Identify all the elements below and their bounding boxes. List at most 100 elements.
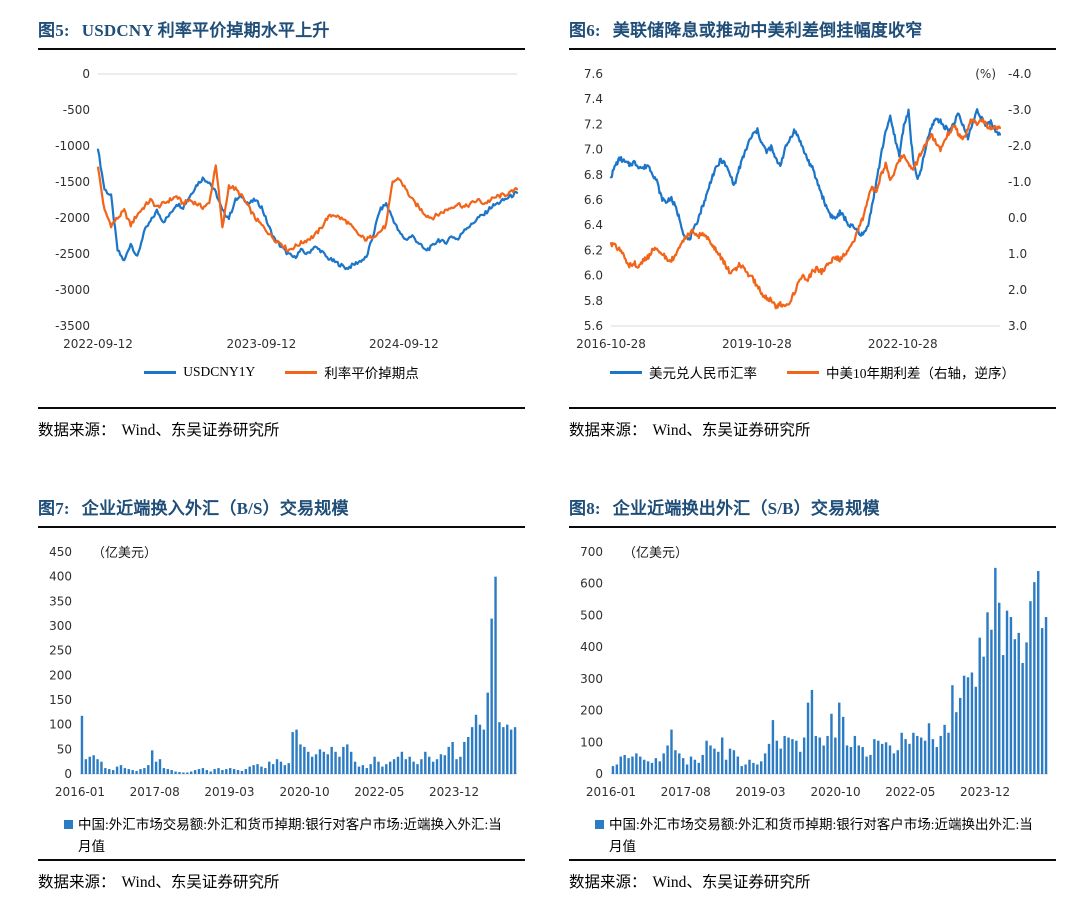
svg-text:6.4: 6.4 <box>584 218 603 232</box>
svg-text:350: 350 <box>49 594 72 608</box>
svg-text:2017-08: 2017-08 <box>130 785 180 799</box>
legend-line-icon <box>787 370 819 374</box>
figure-7-source: 数据来源： Wind、东吴证券研究所 <box>38 859 525 892</box>
svg-text:2019-03: 2019-03 <box>204 785 254 799</box>
legend-item: 利率平价掉期点 <box>285 362 419 382</box>
figure-5-legend: USDCNY1Y 利率平价掉期点 <box>38 362 525 382</box>
svg-text:0: 0 <box>82 67 90 81</box>
svg-text:-3500: -3500 <box>55 319 90 333</box>
svg-text:500: 500 <box>580 608 603 622</box>
svg-text:-500: -500 <box>63 103 90 117</box>
svg-text:2022-09-12: 2022-09-12 <box>63 337 133 351</box>
svg-text:450: 450 <box>49 545 72 559</box>
figure-8-chart: 700 600 500 400 300 200 100 0 （亿美元） 2016-01 2017-0… <box>569 538 1056 804</box>
figure-6-chart: 7.6 7.4 7.2 7.0 6.8 6.6 6.4 6.2 6.0 5.8 5.6 (%) -4.0… <box>569 60 1056 358</box>
figure-5-source: 数据来源： Wind、东吴证券研究所 <box>38 407 525 440</box>
svg-text:2023-09-12: 2023-09-12 <box>227 337 297 351</box>
legend-label: 中美10年期利差（右轴，逆序） <box>826 366 1015 381</box>
svg-text:2023-12: 2023-12 <box>960 785 1010 799</box>
svg-text:6.6: 6.6 <box>584 193 603 207</box>
svg-text:2016-01: 2016-01 <box>55 785 105 799</box>
figure-title-text: 企业近端换入外汇（B/S）交易规模 <box>81 499 349 518</box>
svg-text:6.0: 6.0 <box>584 269 603 283</box>
svg-text:(%): (%) <box>975 67 996 81</box>
source-text: Wind、东吴证券研究所 <box>652 422 811 439</box>
svg-text:（亿美元）: （亿美元） <box>623 545 688 560</box>
svg-text:2023-12: 2023-12 <box>429 785 479 799</box>
svg-text:200: 200 <box>580 704 603 718</box>
svg-text:2016-01: 2016-01 <box>586 785 636 799</box>
svg-text:150: 150 <box>49 693 72 707</box>
svg-text:0.0: 0.0 <box>1008 211 1027 225</box>
figure-title-text: 企业近端换出外汇（S/B）交易规模 <box>612 499 880 518</box>
svg-text:3.0: 3.0 <box>1008 319 1027 333</box>
legend-line-icon <box>610 370 642 374</box>
svg-text:50: 50 <box>57 742 72 756</box>
svg-text:-2.0: -2.0 <box>1008 139 1031 153</box>
legend-item: USDCNY1Y <box>144 364 255 380</box>
svg-text:7.0: 7.0 <box>584 143 603 157</box>
svg-text:-2000: -2000 <box>55 211 90 225</box>
svg-text:7.2: 7.2 <box>584 117 603 131</box>
figure-7-legend: 中国:外汇市场交易额:外汇和货币掉期:银行对客户市场:近端换入外汇:当月值 <box>64 814 504 859</box>
figure-5-panel: 图5: USDCNY 利率平价掉期水平上升 0 -500 -1000 -1500 -200… <box>38 16 525 440</box>
legend-square-icon <box>595 820 604 829</box>
svg-text:7.4: 7.4 <box>584 92 603 106</box>
legend-text: 中国:外汇市场交易额:外汇和货币掉期:银行对客户市场:近端换出外汇:当月值 <box>609 817 1033 855</box>
svg-text:100: 100 <box>580 735 603 749</box>
svg-text:2022-05: 2022-05 <box>354 785 404 799</box>
figure-title-text: 美联储降息或推动中美利差倒挂幅度收窄 <box>612 21 923 40</box>
legend-label: 利率平价掉期点 <box>324 366 419 381</box>
figure-number: 图8: <box>569 499 601 518</box>
figure-7-chart: 450 400 350 300 250 200 150 100 50 0 （亿美元） 2016-01 2… <box>38 538 525 804</box>
svg-text:100: 100 <box>49 718 72 732</box>
source-label: 数据来源： <box>38 422 116 439</box>
figure-8-legend: 中国:外汇市场交易额:外汇和货币掉期:银行对客户市场:近端换出外汇:当月值 <box>595 814 1035 859</box>
svg-text:2017-08: 2017-08 <box>661 785 711 799</box>
svg-text:2020-10: 2020-10 <box>280 785 330 799</box>
svg-text:2020-10: 2020-10 <box>811 785 861 799</box>
source-text: Wind、东吴证券研究所 <box>121 422 280 439</box>
figure-7-title: 图7: 企业近端换入外汇（B/S）交易规模 <box>38 494 525 528</box>
svg-text:5.6: 5.6 <box>584 319 603 333</box>
svg-text:-3000: -3000 <box>55 283 90 297</box>
figure-8-title: 图8: 企业近端换出外汇（S/B）交易规模 <box>569 494 1056 528</box>
figure-6-panel: 图6: 美联储降息或推动中美利差倒挂幅度收窄 7.6 7.4 7.2 7.0 6.8 6.6… <box>569 16 1056 440</box>
legend-label: 美元兑人民币汇率 <box>649 366 757 381</box>
svg-text:-1500: -1500 <box>55 175 90 189</box>
svg-text:200: 200 <box>49 668 72 682</box>
source-label: 数据来源： <box>569 874 647 891</box>
source-text: Wind、东吴证券研究所 <box>121 874 280 891</box>
svg-text:-2500: -2500 <box>55 247 90 261</box>
legend-text: 中国:外汇市场交易额:外汇和货币掉期:银行对客户市场:近端换入外汇:当月值 <box>78 817 502 855</box>
svg-text:2022-10-28: 2022-10-28 <box>868 337 938 351</box>
svg-text:6.8: 6.8 <box>584 168 603 182</box>
svg-text:-3.0: -3.0 <box>1008 103 1031 117</box>
source-label: 数据来源： <box>38 874 116 891</box>
svg-text:1.0: 1.0 <box>1008 247 1027 261</box>
legend-label: USDCNY1Y <box>183 364 256 379</box>
svg-text:6.2: 6.2 <box>584 243 603 257</box>
legend-item: 中美10年期利差（右轴，逆序） <box>787 362 1015 382</box>
figure-5-chart: 0 -500 -1000 -1500 -2000 -2500 -3000 -3500 2022-… <box>38 60 525 358</box>
figure-6-title: 图6: 美联储降息或推动中美利差倒挂幅度收窄 <box>569 16 1056 50</box>
svg-text:-1.0: -1.0 <box>1008 175 1031 189</box>
figure-number: 图5: <box>38 21 70 40</box>
svg-text:400: 400 <box>580 640 603 654</box>
figure-8-source: 数据来源： Wind、东吴证券研究所 <box>569 859 1056 892</box>
svg-text:5.8: 5.8 <box>584 294 603 308</box>
svg-text:700: 700 <box>580 545 603 559</box>
svg-text:-1000: -1000 <box>55 139 90 153</box>
svg-text:300: 300 <box>49 619 72 633</box>
svg-text:0: 0 <box>595 767 603 781</box>
figure-8-panel: 图8: 企业近端换出外汇（S/B）交易规模 700 600 500 400 300 200 1… <box>569 494 1056 892</box>
figure-number: 图6: <box>569 21 601 40</box>
figure-number: 图7: <box>38 499 70 518</box>
legend-item: 美元兑人民币汇率 <box>610 362 757 382</box>
figure-7-panel: 图7: 企业近端换入外汇（B/S）交易规模 450 400 350 300 250 200 1… <box>38 494 525 892</box>
svg-text:600: 600 <box>580 577 603 591</box>
svg-text:2019-03: 2019-03 <box>735 785 785 799</box>
svg-text:400: 400 <box>49 570 72 584</box>
figure-6-legend: 美元兑人民币汇率 中美10年期利差（右轴，逆序） <box>569 362 1056 382</box>
svg-text:2024-09-12: 2024-09-12 <box>369 337 439 351</box>
